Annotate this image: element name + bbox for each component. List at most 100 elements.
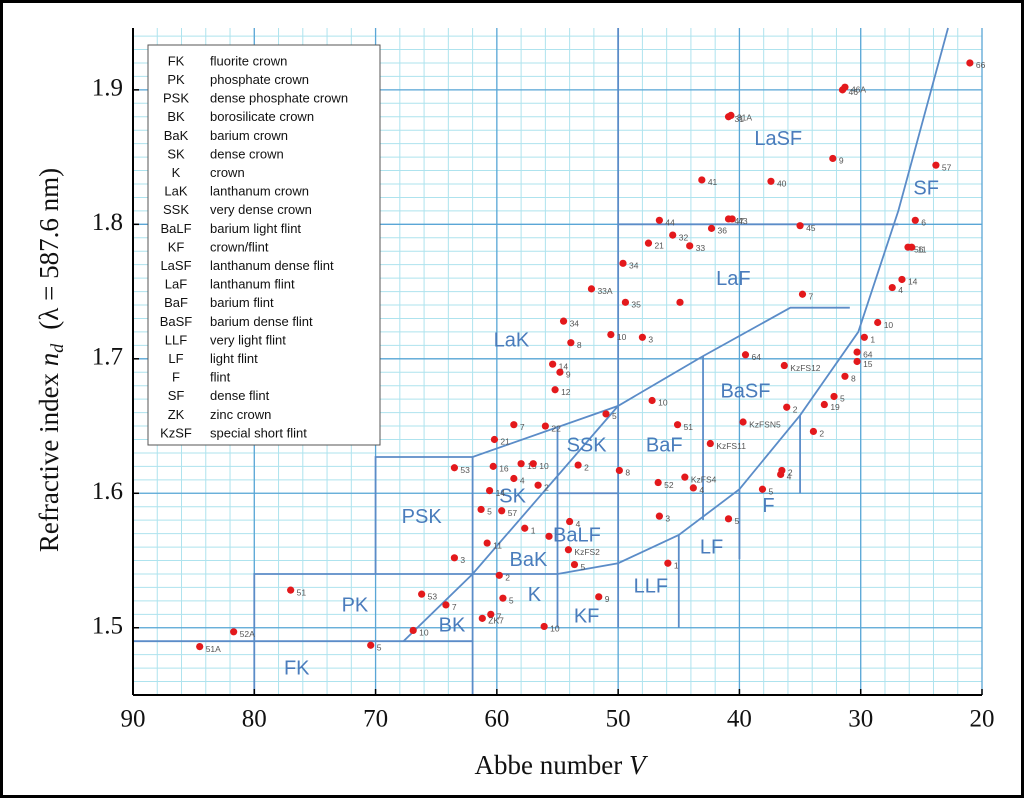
point bbox=[689, 484, 697, 492]
region-label: K bbox=[528, 584, 542, 606]
point bbox=[741, 351, 750, 359]
legend-code: LLF bbox=[165, 332, 187, 347]
x-tick-label: 90 bbox=[121, 706, 146, 733]
point-label: 46A bbox=[851, 84, 866, 94]
region-label: PK bbox=[342, 595, 369, 617]
point bbox=[418, 590, 426, 598]
point bbox=[485, 486, 494, 495]
point bbox=[686, 242, 694, 250]
point-label: 2 bbox=[505, 573, 510, 583]
point bbox=[932, 161, 940, 169]
point-label: 2 bbox=[544, 482, 549, 492]
legend-code: BK bbox=[167, 109, 185, 124]
point bbox=[534, 481, 542, 489]
point-label: 1 bbox=[674, 560, 679, 570]
point-label: 33 bbox=[696, 243, 706, 253]
point-label: 31 bbox=[735, 114, 745, 124]
point-label: 2 bbox=[793, 404, 798, 414]
point-label: 34 bbox=[629, 261, 639, 271]
point bbox=[521, 524, 529, 532]
legend-name: flint bbox=[210, 370, 231, 385]
point bbox=[809, 427, 818, 436]
point-label: 6 bbox=[921, 218, 926, 228]
legend-name: very dense crown bbox=[210, 202, 312, 217]
point-label: 21 bbox=[654, 240, 664, 250]
point bbox=[559, 317, 568, 325]
point bbox=[549, 360, 557, 368]
region-label: BaF bbox=[646, 435, 683, 457]
legend-code: FK bbox=[168, 53, 185, 68]
point bbox=[664, 559, 672, 567]
y-axis-title: Refractive index nd (λ = 587.6 nm) bbox=[34, 168, 67, 552]
legend-code: BaSF bbox=[160, 314, 193, 329]
point bbox=[874, 318, 882, 327]
legend-code: LaSF bbox=[160, 258, 191, 273]
point bbox=[767, 177, 775, 185]
point bbox=[510, 421, 518, 429]
point bbox=[758, 485, 767, 493]
point bbox=[820, 400, 828, 409]
region-label: SSK bbox=[567, 435, 608, 457]
region-label: BaK bbox=[509, 549, 547, 571]
point-label: 14 bbox=[908, 277, 918, 287]
point bbox=[495, 571, 503, 579]
point-label: 5 bbox=[487, 507, 492, 517]
legend-code: SK bbox=[167, 146, 185, 161]
point bbox=[841, 372, 849, 380]
region-boundary bbox=[557, 27, 949, 575]
point-label: 47 bbox=[735, 216, 745, 226]
point bbox=[615, 466, 623, 475]
point-label: 35 bbox=[631, 300, 641, 310]
point bbox=[450, 554, 459, 562]
point bbox=[673, 421, 682, 429]
point bbox=[796, 222, 804, 230]
point-label: 31A bbox=[737, 113, 752, 123]
point bbox=[499, 594, 507, 602]
region-label: LaSF bbox=[754, 128, 802, 150]
point-label: 12 bbox=[561, 387, 571, 397]
point bbox=[676, 298, 684, 306]
legend-name: dense flint bbox=[210, 388, 270, 403]
point-label: 8 bbox=[577, 340, 582, 350]
legend-name: dense crown bbox=[210, 146, 284, 161]
point bbox=[602, 410, 610, 418]
point-label: 53 bbox=[428, 591, 438, 601]
point bbox=[498, 507, 506, 515]
point-label: 9 bbox=[605, 594, 610, 604]
point-label: 7 bbox=[808, 292, 813, 302]
point bbox=[442, 601, 450, 609]
point-label: 9 bbox=[839, 156, 844, 166]
point-label: 1 bbox=[531, 526, 536, 536]
legend-code: PSK bbox=[163, 91, 189, 106]
point-label: 45 bbox=[806, 223, 816, 233]
point bbox=[860, 333, 868, 341]
y-tick-label: 1.7 bbox=[92, 344, 123, 371]
region-label: LF bbox=[700, 537, 723, 559]
point bbox=[783, 403, 791, 411]
point bbox=[566, 517, 574, 526]
point-label: 34 bbox=[570, 318, 580, 328]
point-label: 9 bbox=[566, 370, 571, 380]
point-label: 5 bbox=[612, 411, 617, 421]
legend-name: barium light flint bbox=[210, 221, 301, 236]
point bbox=[908, 243, 916, 251]
region-label: LaK bbox=[494, 330, 530, 352]
point-label: 16 bbox=[499, 464, 509, 474]
point bbox=[619, 259, 627, 267]
point-label: 57 bbox=[942, 162, 952, 172]
point-label: 4 bbox=[787, 472, 792, 482]
point-label: 46 bbox=[849, 87, 859, 97]
legend-name: borosilicate crown bbox=[210, 109, 314, 124]
region-boundary bbox=[253, 573, 558, 695]
legend-code: KF bbox=[168, 239, 185, 254]
point-label: 52A bbox=[240, 629, 255, 639]
point-label: 4 bbox=[520, 476, 525, 486]
point-label: 1 bbox=[870, 335, 875, 345]
point-label: 51 bbox=[684, 422, 694, 432]
point bbox=[739, 418, 747, 426]
legend-code: LaK bbox=[164, 184, 187, 199]
legend-name: barium dense flint bbox=[210, 314, 313, 329]
point-label: 64 bbox=[863, 349, 873, 359]
